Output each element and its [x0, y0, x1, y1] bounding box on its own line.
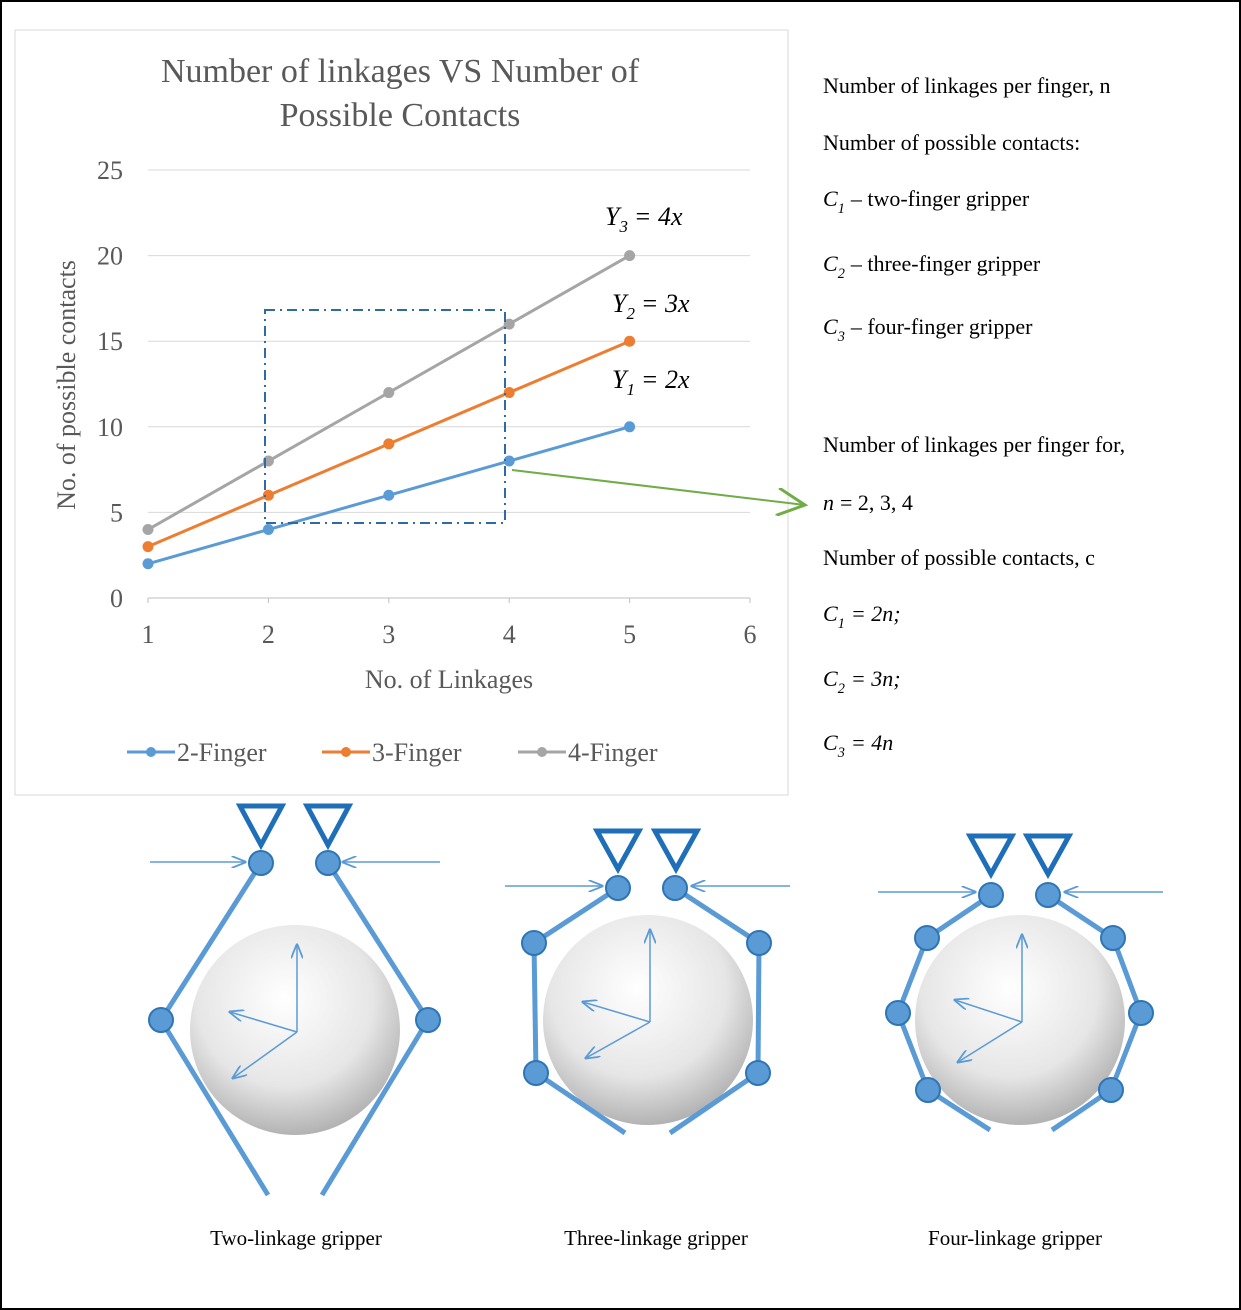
x-tick-label: 2: [262, 620, 275, 649]
x-axis-title: No. of Linkages: [365, 665, 533, 694]
legend-label: 4-Finger: [568, 738, 658, 767]
highlight-box: [264, 309, 506, 524]
gripper-diagram: Two-linkage gripper: [148, 803, 441, 1250]
subscript: 3: [837, 745, 845, 761]
side-line: Number of possible contacts, c: [823, 545, 1095, 570]
symbol: C: [823, 314, 838, 339]
x-tick-label: 1: [142, 620, 155, 649]
diagram-label: Three-linkage gripper: [564, 1226, 748, 1250]
data-point: [383, 489, 395, 501]
diagram-label: Two-linkage gripper: [210, 1226, 382, 1250]
subscript: 2: [838, 681, 845, 697]
text: = 2, 3, 4: [840, 490, 913, 515]
symbol: Y: [605, 202, 622, 231]
data-point: [142, 558, 154, 570]
gripper-diagram: Three-linkage gripper: [505, 828, 790, 1250]
side-line: n = 2, 3, 4: [823, 490, 913, 515]
data-point: [262, 524, 274, 536]
annotation: Y1 = 2x: [612, 365, 690, 399]
text: = 4x: [634, 202, 683, 231]
side-line: C3 – four-finger gripper: [823, 314, 1033, 345]
data-point: [262, 489, 274, 501]
chart: 0 5 10 15 20 25 1 2 3 4 5 6 No. of Linkages No. of po…: [52, 156, 757, 767]
y-tick-label: 5: [110, 498, 123, 527]
text: Number of linkages per finger for,: [823, 432, 1125, 457]
text: = 3n;: [851, 666, 901, 691]
text: = 2x: [641, 365, 690, 394]
symbol: C: [823, 730, 838, 755]
chart-area: [14, 29, 789, 796]
data-point: [624, 421, 636, 433]
text: Number of possible contacts, c: [823, 545, 1095, 570]
diagram-label: Four-linkage gripper: [928, 1226, 1102, 1250]
side-line: C2 – three-finger gripper: [823, 251, 1041, 282]
data-point: [503, 455, 515, 467]
y-axis-title: No. of possible contacts: [52, 260, 81, 510]
chart-title: Number of linkages VS Number of Possible…: [160, 53, 640, 134]
x-tick-label: 3: [382, 620, 395, 649]
pointer-arrow: [511, 469, 805, 505]
data-point: [142, 541, 154, 553]
x-tick-label: 4: [503, 620, 516, 649]
side-line: C3 = 4n: [823, 730, 893, 761]
symbol: Y: [612, 365, 629, 394]
x-tick-label: 5: [623, 620, 636, 649]
y-tick-label: 25: [97, 156, 123, 185]
legend-label: 3-Finger: [372, 738, 462, 767]
data-point: [383, 387, 395, 399]
symbol: C: [823, 251, 838, 276]
y-tick-label: 0: [110, 584, 123, 613]
text: – two-finger gripper: [850, 186, 1030, 211]
data-point: [383, 438, 395, 450]
x-tick-label: 6: [744, 620, 757, 649]
legend-marker: [146, 747, 156, 757]
text: – four-finger gripper: [850, 314, 1033, 339]
gripper-diagram: Four-linkage gripper: [878, 833, 1163, 1250]
symbol: Y: [612, 289, 629, 318]
text: = 2n;: [851, 601, 901, 626]
y-tick-label: 10: [97, 413, 123, 442]
legend-marker: [341, 747, 351, 757]
data-point: [624, 250, 636, 262]
data-point: [503, 387, 515, 399]
side-line: Number of linkages per finger, n: [823, 73, 1110, 98]
text: – three-finger gripper: [850, 251, 1041, 276]
text: = 4n: [851, 730, 893, 755]
subscript: 2: [838, 266, 845, 282]
subscript: 3: [618, 217, 627, 236]
subscript: 1: [626, 380, 634, 399]
subscript: 2: [626, 304, 635, 323]
data-point: [142, 524, 154, 536]
y-tick-label: 15: [97, 327, 123, 356]
legend-marker: [537, 747, 547, 757]
side-line: C1 = 2n;: [823, 601, 901, 632]
symbol: C: [823, 601, 838, 626]
symbol: n: [823, 490, 834, 515]
text: = 3x: [641, 289, 690, 318]
data-point: [624, 335, 636, 347]
text: Number of linkages per finger, n: [823, 73, 1110, 98]
annotation: Y2 = 3x: [612, 289, 690, 323]
side-line: Number of possible contacts:: [823, 130, 1080, 155]
symbol: C: [823, 666, 838, 691]
subscript: 3: [837, 329, 845, 345]
y-tick-label: 20: [97, 242, 123, 271]
subscript: 1: [838, 201, 845, 217]
side-line: C1 – two-finger gripper: [823, 186, 1030, 217]
side-line: Number of linkages per finger for,: [823, 432, 1125, 457]
symbol: C: [823, 186, 838, 211]
side-line: C2 = 3n;: [823, 666, 901, 697]
annotation: Y3 = 4x: [605, 202, 683, 236]
side-text: Number of linkages per finger, n Number o…: [823, 73, 1125, 761]
data-point: [503, 318, 515, 330]
text: Number of possible contacts:: [823, 130, 1080, 155]
legend-label: 2-Finger: [177, 738, 267, 767]
subscript: 1: [838, 616, 845, 632]
